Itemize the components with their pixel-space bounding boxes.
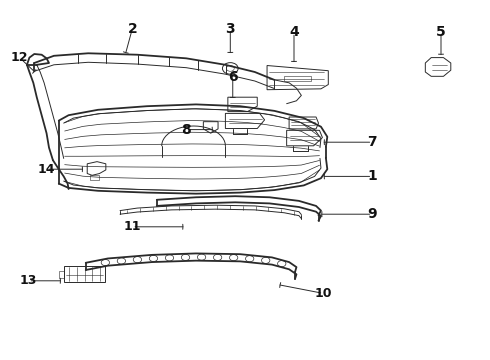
Text: 7: 7 bbox=[368, 135, 377, 149]
Text: 9: 9 bbox=[368, 207, 377, 221]
Text: 10: 10 bbox=[315, 287, 332, 300]
Text: 1: 1 bbox=[368, 170, 377, 183]
Text: 2: 2 bbox=[127, 22, 137, 36]
Text: 8: 8 bbox=[181, 123, 191, 136]
Text: 4: 4 bbox=[289, 26, 299, 39]
Text: 13: 13 bbox=[20, 274, 37, 287]
Text: 6: 6 bbox=[228, 71, 238, 84]
Text: 5: 5 bbox=[436, 26, 446, 39]
Text: 14: 14 bbox=[38, 163, 55, 176]
Text: 3: 3 bbox=[225, 22, 235, 36]
Text: 12: 12 bbox=[11, 51, 28, 64]
Text: 11: 11 bbox=[123, 220, 141, 233]
